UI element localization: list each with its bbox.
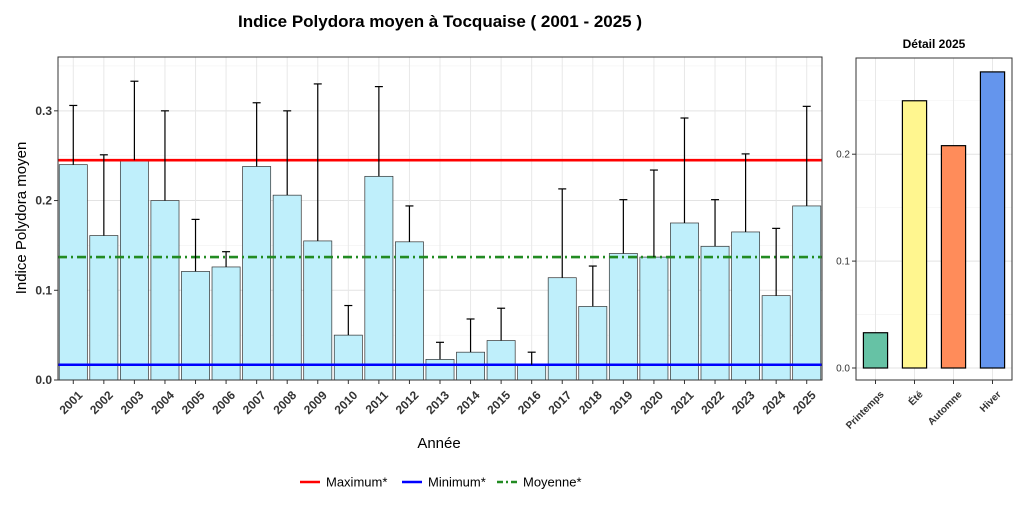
- detail-x-tick-label-été: Été: [905, 388, 926, 409]
- x-tick-label-2015: 2015: [484, 388, 513, 417]
- y-tick-label: 0.0: [35, 373, 52, 387]
- x-tick-label-2014: 2014: [454, 388, 483, 417]
- x-tick-label-2021: 2021: [668, 388, 697, 417]
- detail-chart-title: Détail 2025: [903, 37, 966, 51]
- bar-2020: [639, 256, 669, 381]
- bar-2021: [670, 222, 699, 381]
- bar-2005: [181, 271, 210, 381]
- detail-bar-été: [901, 100, 928, 369]
- detail-x-tick-label-automne: Automne: [926, 389, 965, 428]
- x-tick-label-2012: 2012: [393, 388, 422, 417]
- y-tick-label: 0.3: [35, 104, 52, 118]
- detail-bar-printemps: [862, 332, 889, 369]
- bar-2022: [700, 245, 730, 381]
- y-tick-label: 0.1: [35, 283, 52, 297]
- x-tick-label-2009: 2009: [301, 388, 330, 417]
- detail-y-tick-label: 0.1: [836, 257, 850, 268]
- y-axis-label: Indice Polydora moyen: [13, 142, 30, 295]
- legend: Maximum* Minimum* Moyenne*: [300, 475, 582, 490]
- bar-2008: [272, 194, 302, 381]
- bar-2015: [486, 340, 516, 381]
- x-tick-label-2011: 2011: [363, 388, 392, 417]
- legend-label-maximum: Maximum*: [326, 475, 387, 490]
- bar-2010: [333, 334, 363, 381]
- bar-2001: [58, 164, 88, 381]
- x-tick-label-2019: 2019: [607, 388, 636, 417]
- x-tick-label-2010: 2010: [332, 388, 361, 417]
- bar-2025: [792, 205, 822, 381]
- bar-2014: [456, 351, 485, 381]
- detail-y-tick-label: 0.2: [836, 150, 850, 161]
- bar-2006: [211, 266, 241, 381]
- detail-bar-hiver: [979, 71, 1006, 369]
- x-tick-label-2024: 2024: [759, 388, 788, 417]
- x-tick-label-2025: 2025: [790, 388, 819, 417]
- detail-panel-border: [855, 57, 1013, 381]
- bar-2024: [761, 295, 791, 381]
- x-tick-label-2018: 2018: [576, 388, 605, 417]
- legend-label-moyenne: Moyenne*: [523, 475, 582, 490]
- x-tick-label-2005: 2005: [179, 388, 208, 417]
- bar-2009: [303, 240, 333, 381]
- bar-2013: [425, 359, 455, 381]
- bar-2011: [364, 175, 394, 381]
- bar-2019: [608, 253, 638, 381]
- bar-2023: [731, 231, 761, 381]
- detail-bar-automne: [940, 145, 967, 369]
- bar-2004: [150, 200, 180, 381]
- detail-x-tick-label-printemps: Printemps: [844, 389, 887, 432]
- bar-2002: [89, 235, 119, 381]
- legend-label-minimum: Minimum*: [428, 475, 486, 490]
- x-axis-label: Année: [417, 435, 460, 452]
- main-chart-title: Indice Polydora moyen à Tocquaise ( 2001…: [238, 12, 642, 31]
- x-tick-label-2001: 2001: [57, 388, 86, 417]
- x-tick-label-2007: 2007: [240, 388, 269, 417]
- bar-2007: [242, 166, 272, 381]
- detail-x-tick-label-hiver: Hiver: [978, 389, 1004, 415]
- x-tick-label-2003: 2003: [118, 388, 147, 417]
- x-tick-label-2008: 2008: [270, 388, 299, 417]
- x-tick-label-2004: 2004: [148, 388, 177, 417]
- bar-2012: [395, 241, 424, 381]
- x-tick-label-2023: 2023: [729, 388, 758, 417]
- x-tick-label-2013: 2013: [423, 388, 452, 417]
- x-tick-label-2002: 2002: [87, 388, 116, 417]
- bar-2003: [119, 159, 149, 381]
- x-tick-label-2016: 2016: [515, 388, 544, 417]
- x-tick-label-2022: 2022: [698, 388, 727, 417]
- y-tick-label: 0.2: [35, 194, 52, 208]
- bar-2018: [578, 306, 608, 381]
- main-plot-area: 0.0 0.1 0.2 0.3 2001 2002 2003 2004 2005 2006 2007…: [35, 56, 823, 417]
- detail-y-tick-label: 0.0: [836, 364, 850, 375]
- x-tick-label-2020: 2020: [637, 388, 666, 417]
- bar-2016: [517, 364, 547, 381]
- x-tick-label-2017: 2017: [546, 388, 575, 417]
- detail-plot-area: 0.0 0.1 0.2 Printemps Été Automne Hiver: [836, 57, 1013, 432]
- x-tick-label-2006: 2006: [209, 388, 238, 417]
